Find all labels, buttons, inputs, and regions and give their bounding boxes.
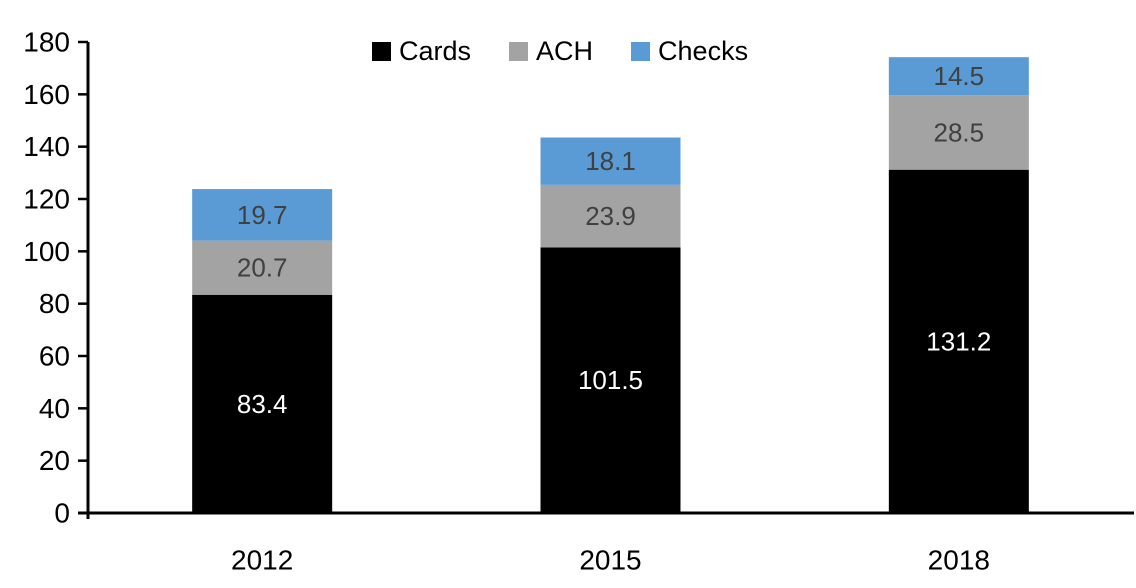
bar-value-label: 28.5 bbox=[934, 117, 985, 147]
legend-label-checks: Checks bbox=[658, 36, 749, 66]
legend-label-ach: ACH bbox=[536, 36, 594, 66]
x-axis-label-2018: 2018 bbox=[928, 545, 990, 576]
bar-segment-cards-2018 bbox=[888, 169, 1029, 513]
bar-value-label: 101.5 bbox=[578, 365, 643, 395]
y-tick-label: 60 bbox=[39, 341, 70, 372]
legend-item-ach: ACH bbox=[509, 38, 593, 65]
y-tick-label: 100 bbox=[23, 236, 70, 267]
legend-label-cards: Cards bbox=[399, 36, 472, 66]
bar-value-label: 131.2 bbox=[926, 326, 991, 356]
legend-item-cards: Cards bbox=[372, 38, 471, 65]
bar-segment-ach-2018 bbox=[888, 95, 1029, 170]
y-tick-label: 80 bbox=[39, 288, 70, 319]
bar-segment-checks-2015 bbox=[540, 137, 681, 185]
legend-swatch-checks-icon bbox=[631, 42, 651, 61]
legend-swatch-ach-icon bbox=[509, 42, 529, 61]
bar-segment-ach-2012 bbox=[192, 240, 333, 295]
y-tick-label: 20 bbox=[39, 445, 70, 476]
bar-segment-checks-2012 bbox=[192, 189, 333, 241]
y-tick-label: 140 bbox=[23, 131, 70, 162]
bar-value-label: 23.9 bbox=[585, 201, 636, 231]
bar-segment-cards-2015 bbox=[540, 247, 681, 514]
legend: Cards ACH Checks bbox=[372, 38, 748, 65]
bar-segment-ach-2015 bbox=[540, 184, 681, 248]
bar-value-label: 18.1 bbox=[585, 146, 636, 176]
bar-value-label: 20.7 bbox=[237, 253, 288, 283]
y-tick-label: 160 bbox=[23, 79, 70, 110]
y-tick-label: 0 bbox=[54, 498, 70, 529]
bar-segment-checks-2018 bbox=[888, 57, 1029, 96]
x-axis-label-2015: 2015 bbox=[579, 545, 641, 576]
legend-swatch-cards-icon bbox=[372, 42, 391, 61]
y-tick-label: 40 bbox=[39, 393, 70, 424]
bar-value-label: 83.4 bbox=[237, 389, 288, 419]
bar-value-label: 19.7 bbox=[237, 200, 288, 230]
x-axis-label-2012: 2012 bbox=[231, 545, 293, 576]
legend-item-checks: Checks bbox=[631, 38, 748, 65]
bar-value-label: 14.5 bbox=[934, 61, 985, 91]
y-tick-label: 180 bbox=[23, 27, 70, 58]
bar-segment-cards-2012 bbox=[192, 294, 333, 513]
y-tick-label: 120 bbox=[23, 184, 70, 215]
